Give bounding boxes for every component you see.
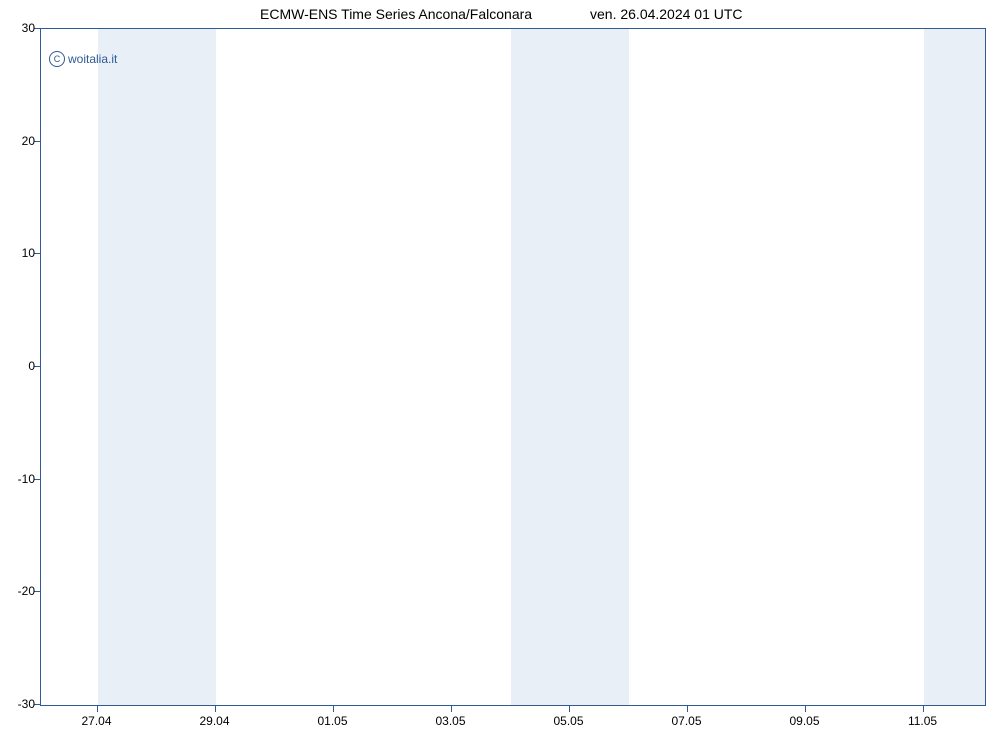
weekend-band [98, 29, 216, 705]
y-tick-label: 0 [5, 359, 35, 373]
x-tick-label: 27.04 [82, 714, 112, 728]
x-tick-label: 03.05 [436, 714, 466, 728]
x-tick [923, 706, 924, 712]
y-tick-label: 10 [5, 246, 35, 260]
chart-container: ECMW-ENS Time Series Ancona/Falconara ve… [0, 0, 1000, 733]
x-tick-label: 11.05 [908, 714, 937, 728]
x-tick-label: 01.05 [318, 714, 348, 728]
y-tick-label: -30 [5, 697, 35, 711]
x-tick-label: 09.05 [790, 714, 820, 728]
weekend-band [924, 29, 985, 705]
attribution-text: woitalia.it [68, 52, 117, 66]
x-tick [97, 706, 98, 712]
plot-area: C woitalia.it [40, 28, 986, 706]
x-tick-label: 29.04 [200, 714, 230, 728]
y-tick-label: 20 [5, 134, 35, 148]
x-tick-label: 05.05 [554, 714, 584, 728]
y-tick-label: -20 [5, 584, 35, 598]
y-tick-label: -10 [5, 472, 35, 486]
x-tick [451, 706, 452, 712]
x-tick [687, 706, 688, 712]
y-tick-label: 30 [5, 21, 35, 35]
x-tick [215, 706, 216, 712]
attribution: C woitalia.it [49, 51, 117, 67]
weekend-band [511, 29, 629, 705]
x-tick [569, 706, 570, 712]
x-tick [805, 706, 806, 712]
chart-title-right: ven. 26.04.2024 01 UTC [590, 6, 743, 22]
x-tick [333, 706, 334, 712]
chart-title-left: ECMW-ENS Time Series Ancona/Falconara [260, 6, 532, 22]
x-tick-label: 07.05 [672, 714, 702, 728]
copyright-icon: C [49, 51, 65, 67]
